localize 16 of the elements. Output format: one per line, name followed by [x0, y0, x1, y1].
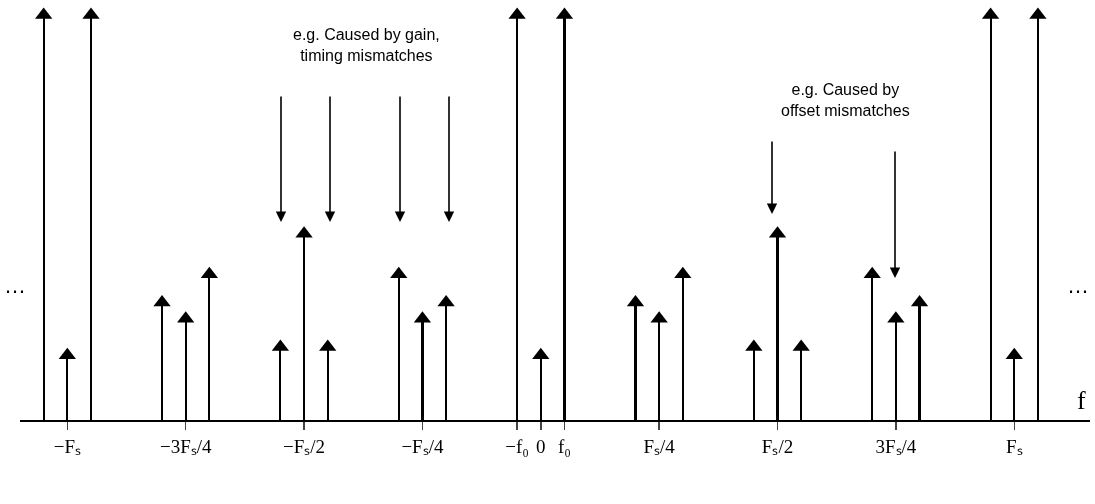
x-tick-label: −3Fₛ/4 — [159, 435, 212, 457]
x-tick-label: −Fₛ — [53, 435, 81, 457]
x-axis-title: f — [1077, 386, 1086, 415]
annotation: e.g. Caused by offset mismatches — [781, 81, 910, 119]
text: … — [4, 273, 26, 298]
text: … — [1067, 273, 1089, 298]
x-tick-label: Fₛ/2 — [761, 435, 794, 457]
x-tick-label: −Fₛ/2 — [283, 435, 326, 457]
annotation: e.g. Caused by gain, timing mismatches — [293, 26, 440, 64]
x-tick-label: 0 — [536, 435, 546, 457]
x-tick-label: f₀ — [557, 435, 571, 457]
x-tick-label: Fₛ — [1005, 435, 1023, 457]
x-tick-label: Fₛ/4 — [643, 435, 676, 457]
x-tick-label: 3Fₛ/4 — [875, 435, 917, 457]
x-tick-label: −Fₛ/4 — [401, 435, 444, 457]
x-tick-label: −f₀ — [505, 435, 529, 457]
